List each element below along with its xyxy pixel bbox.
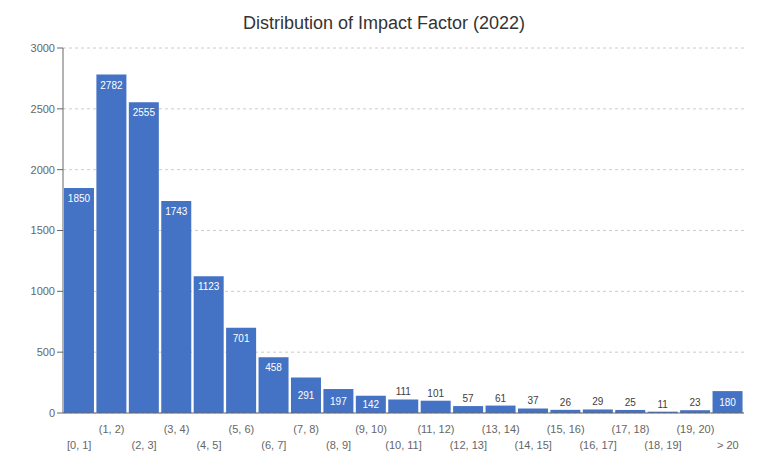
svg-text:(17, 18): (17, 18): [612, 423, 650, 435]
svg-text:57: 57: [463, 393, 475, 404]
svg-text:(11, 12): (11, 12): [417, 423, 454, 435]
svg-text:(13, 14): (13, 14): [482, 423, 520, 435]
svg-text:180: 180: [719, 397, 736, 408]
svg-text:11: 11: [657, 399, 668, 410]
svg-text:25: 25: [625, 397, 637, 408]
svg-text:1123: 1123: [198, 281, 220, 292]
svg-text:(3, 4): (3, 4): [164, 423, 190, 435]
svg-text:(8, 9]: (8, 9]: [326, 439, 351, 451]
svg-text:29: 29: [592, 396, 604, 407]
svg-text:2500: 2500: [31, 103, 55, 115]
svg-text:1500: 1500: [31, 224, 55, 236]
svg-text:> 20: > 20: [717, 439, 739, 451]
svg-text:(1, 2): (1, 2): [99, 423, 125, 435]
svg-text:701: 701: [233, 333, 250, 344]
svg-text:500: 500: [37, 346, 55, 358]
svg-text:26: 26: [560, 397, 572, 408]
svg-text:23: 23: [690, 397, 702, 408]
svg-text:1000: 1000: [31, 285, 55, 297]
svg-text:37: 37: [527, 395, 539, 406]
svg-text:2555: 2555: [133, 107, 156, 118]
svg-text:(18, 19]: (18, 19]: [644, 439, 681, 451]
svg-text:197: 197: [330, 396, 347, 407]
svg-text:101: 101: [427, 388, 444, 399]
svg-text:61: 61: [495, 393, 507, 404]
svg-text:(4, 5]: (4, 5]: [196, 439, 221, 451]
svg-text:(7, 8): (7, 8): [293, 423, 319, 435]
svg-text:2000: 2000: [31, 164, 55, 176]
svg-text:(12, 13]: (12, 13]: [450, 439, 487, 451]
svg-text:111: 111: [396, 386, 412, 397]
svg-text:(2, 3]: (2, 3]: [132, 439, 157, 451]
svg-text:2782: 2782: [100, 80, 123, 91]
svg-text:(5, 6): (5, 6): [229, 423, 255, 435]
svg-text:(15, 16): (15, 16): [547, 423, 585, 435]
svg-text:1743: 1743: [165, 206, 188, 217]
svg-text:(14, 15]: (14, 15]: [515, 439, 552, 451]
svg-text:3000: 3000: [31, 42, 55, 54]
svg-text:142: 142: [362, 399, 379, 410]
svg-text:1850: 1850: [68, 193, 91, 204]
svg-text:(6, 7]: (6, 7]: [261, 439, 286, 451]
svg-text:458: 458: [265, 362, 282, 373]
svg-text:(9, 10): (9, 10): [355, 423, 387, 435]
svg-text:291: 291: [298, 390, 315, 401]
svg-text:(19, 20): (19, 20): [676, 423, 714, 435]
svg-text:0: 0: [49, 407, 55, 419]
svg-text:(16, 17]: (16, 17]: [579, 439, 616, 451]
svg-text:(10, 11]: (10, 11]: [385, 439, 422, 451]
svg-text:[0, 1]: [0, 1]: [67, 439, 91, 451]
html-text:Distribution of Impact Factor: Distribution of Impact Factor (2022): [242, 13, 526, 33]
